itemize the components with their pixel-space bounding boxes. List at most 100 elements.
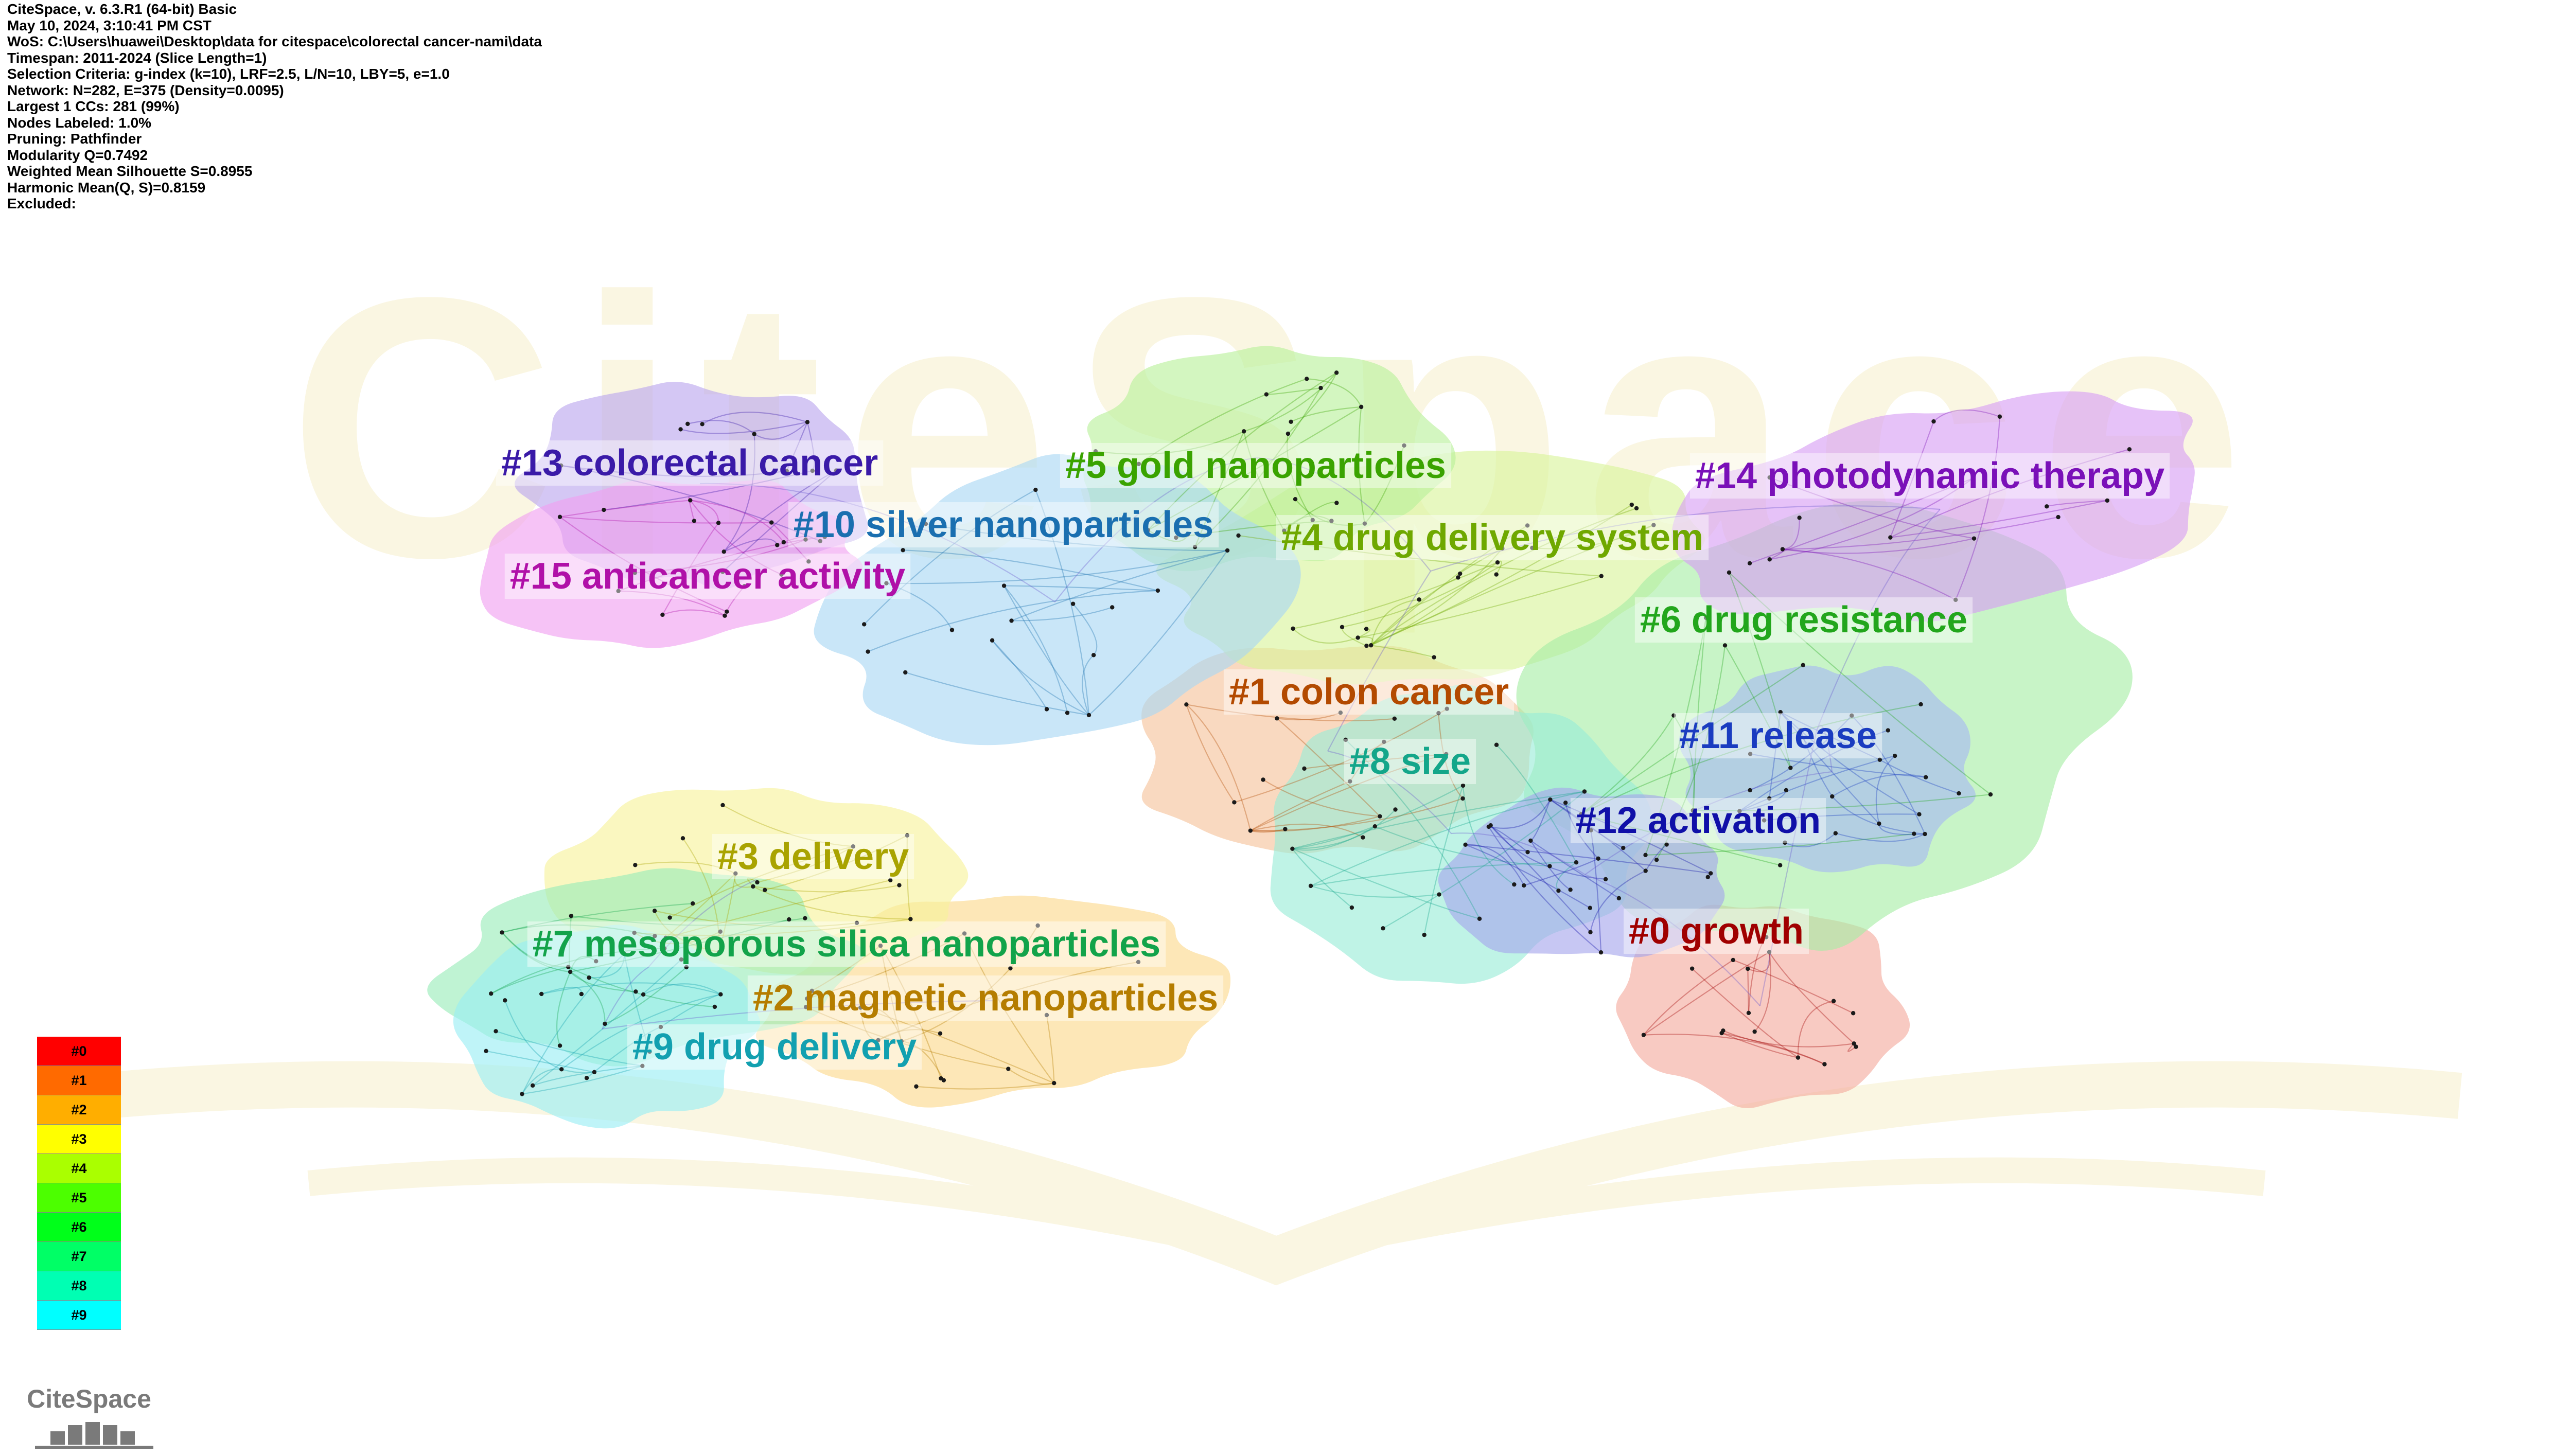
network-node	[1359, 404, 1364, 410]
network-node	[718, 929, 723, 934]
network-node	[1709, 871, 1713, 876]
network-node	[810, 468, 815, 473]
network-link	[570, 955, 596, 972]
network-node	[1574, 860, 1579, 865]
cluster-area	[814, 454, 1301, 745]
network-link	[1739, 730, 1889, 812]
network-link	[1438, 713, 1464, 799]
network-node	[720, 803, 725, 808]
network-link	[486, 1050, 595, 1073]
cluster-label: #14 photodynamic therapy	[1695, 455, 2164, 496]
network-link	[569, 916, 572, 972]
network-link	[880, 945, 942, 1079]
network-node	[1340, 625, 1345, 629]
network-node	[1460, 783, 1466, 788]
network-node	[834, 468, 839, 473]
network-node	[685, 421, 690, 427]
network-node	[1293, 497, 1298, 502]
network-node	[1530, 545, 1535, 551]
network-link	[1580, 703, 1921, 815]
network-link	[670, 846, 854, 918]
network-link	[1095, 431, 1244, 455]
network-link	[1523, 858, 1599, 886]
network-link	[624, 953, 650, 1052]
network-node	[775, 543, 780, 547]
cluster-label-background	[1276, 515, 1709, 561]
network-node	[1603, 877, 1608, 882]
network-node	[557, 514, 562, 519]
network-node	[594, 959, 598, 964]
network-link	[1003, 585, 1068, 713]
network-link	[1782, 548, 1956, 600]
network-node	[1006, 1067, 1011, 1071]
network-link	[868, 590, 1158, 652]
network-link	[1747, 952, 1771, 972]
network-node	[1547, 864, 1552, 868]
info-line: Weighted Mean Silhouette S=0.8955	[7, 163, 253, 179]
network-link	[502, 902, 693, 933]
network-link	[1645, 844, 1667, 872]
network-link	[1488, 826, 1601, 953]
network-link	[1875, 755, 1895, 824]
network-node	[700, 422, 705, 427]
network-node	[1392, 716, 1397, 721]
network-node	[1971, 476, 1976, 481]
network-node	[1767, 475, 1772, 480]
network-node	[1494, 742, 1499, 747]
cluster-label-background	[788, 502, 1219, 548]
network-link	[1366, 504, 1632, 647]
network-node	[1382, 739, 1386, 744]
network-node	[1912, 831, 1916, 836]
network-link	[1673, 715, 1695, 811]
network-node	[680, 836, 685, 841]
cross-cluster-link	[1327, 571, 1431, 752]
network-link	[1266, 387, 1321, 395]
network-link	[660, 993, 721, 1028]
network-node	[1852, 1041, 1856, 1046]
citespace-logo: CiteSpace	[14, 1384, 164, 1451]
network-link	[1835, 832, 1925, 842]
network-node	[616, 589, 621, 593]
network-node	[1302, 766, 1307, 771]
network-node	[1731, 957, 1735, 963]
network-node	[1291, 626, 1295, 631]
info-line: CiteSpace, v. 6.3.R1 (64-bit) Basic	[7, 1, 237, 17]
network-node	[1801, 663, 1805, 667]
network-link	[1890, 421, 1934, 538]
network-link	[1782, 538, 1975, 554]
network-link	[1295, 499, 1365, 526]
network-link	[1292, 809, 1396, 849]
network-node	[769, 520, 774, 525]
network-link	[1304, 753, 1447, 769]
network-link	[634, 918, 911, 936]
network-link	[753, 884, 900, 893]
network-link	[532, 1065, 643, 1086]
network-node	[1236, 533, 1241, 538]
network-node	[1225, 548, 1230, 553]
network-node	[1621, 845, 1626, 850]
network-link	[1748, 936, 1767, 1013]
network-node	[899, 1039, 904, 1044]
network-link	[570, 971, 606, 1024]
network-node	[1136, 461, 1141, 467]
network-link	[1292, 791, 1585, 849]
network-link	[571, 915, 805, 926]
network-link	[618, 536, 825, 592]
network-link	[1243, 372, 1337, 432]
network-node	[1393, 807, 1398, 812]
network-link	[556, 971, 571, 1046]
network-node	[1460, 796, 1465, 801]
network-node	[962, 931, 967, 936]
legend-swatch: #4	[37, 1154, 121, 1183]
network-node	[1651, 523, 1656, 527]
network-link	[1754, 952, 1771, 1032]
network-link	[1011, 549, 1228, 622]
network-link	[1291, 406, 1362, 422]
network-node	[1065, 711, 1070, 715]
network-link	[634, 931, 721, 945]
cross-cluster-link	[1255, 457, 1431, 572]
network-link	[886, 549, 1228, 584]
network-node	[1917, 812, 1922, 816]
cluster-label: #0 growth	[1629, 911, 1804, 952]
network-node	[1777, 863, 1783, 867]
